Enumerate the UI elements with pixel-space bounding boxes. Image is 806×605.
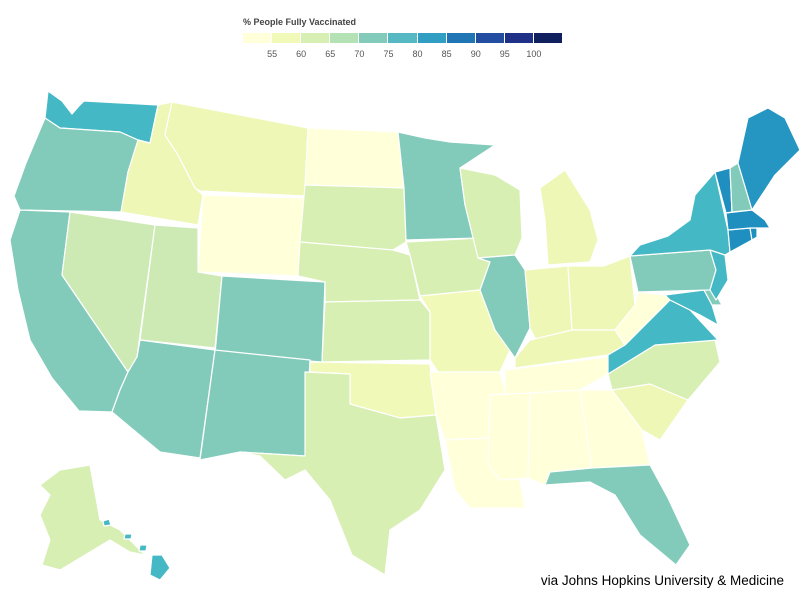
- legend-swatch: [388, 33, 418, 43]
- state-hawaii[interactable]: [149, 554, 171, 581]
- state-hawaii-maui[interactable]: [138, 544, 148, 552]
- state-south-dakota[interactable]: [299, 184, 407, 251]
- legend-color-bar: [243, 33, 564, 43]
- states-layer: [9, 90, 801, 581]
- legend-ticks: 55 60 65 70 75 80 85 90 95 100: [243, 49, 563, 63]
- legend-swatch: [359, 33, 389, 43]
- legend-tick-label: 65: [325, 49, 336, 59]
- legend-tick-label: 60: [296, 49, 307, 59]
- state-oregon[interactable]: [13, 117, 139, 213]
- legend-swatch: [446, 33, 476, 43]
- legend-swatch: [504, 33, 534, 43]
- legend-tick-label: 85: [441, 49, 452, 59]
- legend-swatch: [475, 33, 505, 43]
- legend-tick-label: 75: [383, 49, 394, 59]
- legend-tick-label: 90: [470, 49, 481, 59]
- state-kansas[interactable]: [321, 299, 431, 363]
- state-pennsylvania[interactable]: [629, 249, 717, 293]
- state-mississippi[interactable]: [487, 392, 531, 481]
- legend-tick-label: 55: [267, 49, 278, 59]
- state-connecticut[interactable]: [727, 227, 753, 253]
- state-new-mexico[interactable]: [199, 349, 311, 461]
- state-hawaii-kauai[interactable]: [102, 518, 112, 527]
- state-wisconsin[interactable]: [459, 167, 523, 259]
- legend-swatch: [272, 33, 302, 43]
- legend-swatch: [330, 33, 360, 43]
- legend-tick-label: 100: [526, 49, 542, 59]
- state-florida[interactable]: [544, 464, 691, 566]
- legend-tick-label: 70: [354, 49, 365, 59]
- legend-swatch: [243, 33, 273, 43]
- legend-swatch: [533, 33, 564, 43]
- legend-title: % People Fully Vaccinated: [243, 17, 357, 27]
- state-wyoming[interactable]: [197, 194, 306, 277]
- state-hawaii-oahu[interactable]: [123, 533, 133, 540]
- state-tennessee[interactable]: [504, 355, 616, 396]
- state-maine[interactable]: [737, 107, 801, 211]
- state-georgia[interactable]: [579, 389, 651, 469]
- legend: % People Fully Vaccinated 55 60 65 70 75 80 85…: [243, 14, 564, 64]
- state-colorado[interactable]: [214, 275, 326, 363]
- state-michigan[interactable]: [539, 169, 599, 266]
- state-new-york[interactable]: [629, 171, 731, 257]
- legend-tick-label: 80: [412, 49, 423, 59]
- legend-swatch: [417, 33, 447, 43]
- state-alaska[interactable]: [39, 464, 146, 571]
- source-credit: via Johns Hopkins University & Medicine: [540, 573, 784, 588]
- legend-swatch: [301, 33, 331, 43]
- legend-tick-label: 95: [499, 49, 510, 59]
- state-massachusetts[interactable]: [725, 209, 771, 231]
- state-texas[interactable]: [239, 371, 446, 576]
- state-north-dakota[interactable]: [304, 127, 405, 189]
